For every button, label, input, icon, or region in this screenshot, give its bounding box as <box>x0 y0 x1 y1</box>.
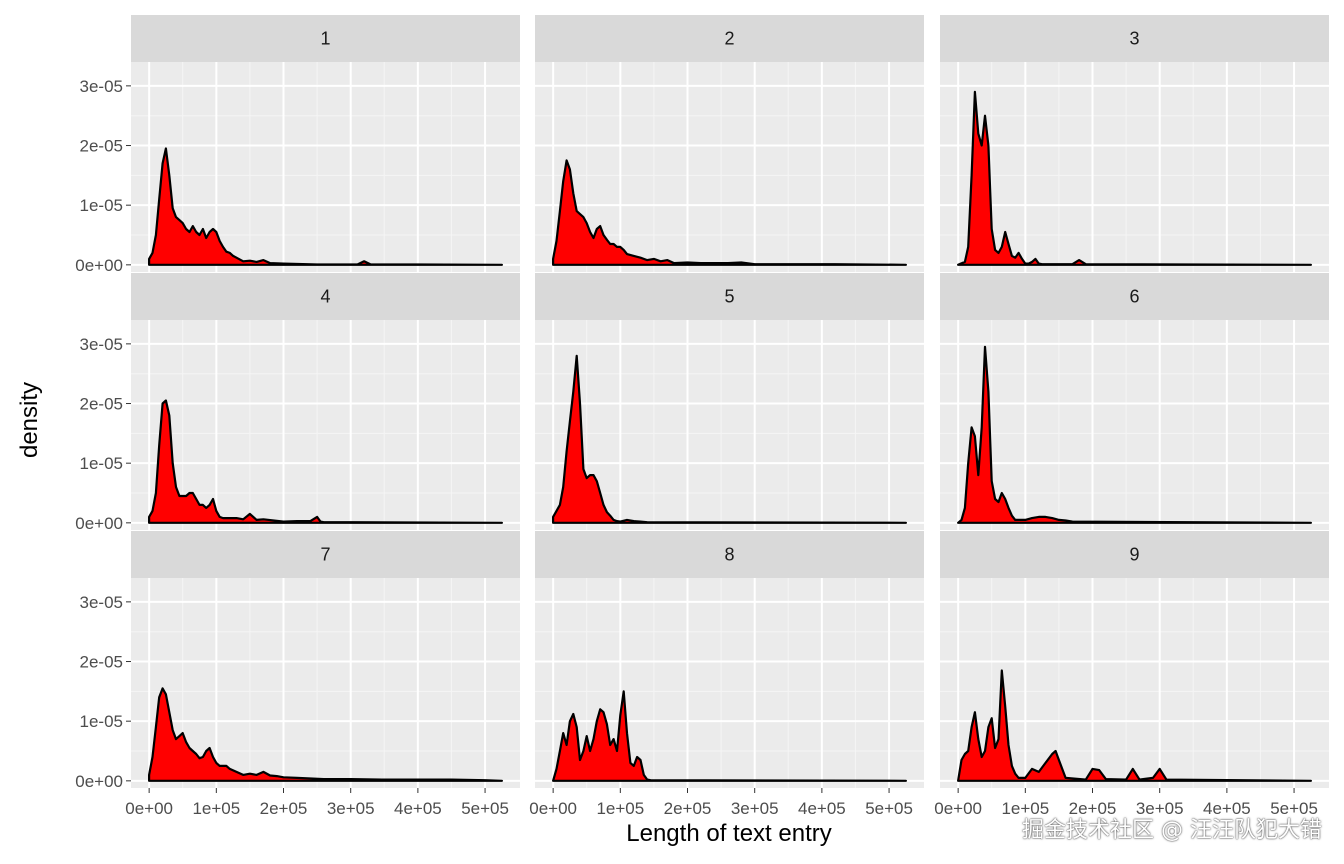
density-area <box>553 691 906 781</box>
density-area <box>149 400 502 523</box>
facet-strip-label: 9 <box>1129 545 1139 565</box>
x-tick-label: 2e+05 <box>664 799 712 818</box>
y-tick-label: 1e-05 <box>80 454 123 473</box>
density-area <box>958 91 1311 265</box>
density-area <box>958 670 1311 781</box>
density-outline <box>148 147 503 266</box>
density-area <box>958 346 1311 523</box>
facet-panels: 1 0e+00 1e-05 2e-05 3e-05 2 3 4 0e+00 1e-05 2e-05 3… <box>75 15 1329 818</box>
facet-strip <box>940 273 1329 320</box>
y-tick-label: 3e-05 <box>80 77 123 96</box>
x-tick-label: 2e+05 <box>1069 799 1117 818</box>
x-tick-label: 0e+00 <box>934 799 982 818</box>
x-axis-title: Length of text entry <box>626 820 831 847</box>
y-tick-label: 3e-05 <box>80 335 123 354</box>
panel-background <box>940 320 1329 530</box>
facet-strip-label: 1 <box>320 29 330 49</box>
panel-background <box>940 62 1329 272</box>
facet-strip-label: 5 <box>724 287 734 307</box>
x-tick-label: 1e+05 <box>1001 799 1049 818</box>
facet-panel-8: 8 0e+00 1e+05 2e+05 3e+05 4e+05 5e+05 <box>529 531 924 818</box>
facet-strip <box>940 15 1329 62</box>
facet-strip <box>131 531 520 578</box>
y-tick-label: 2e-05 <box>80 653 123 672</box>
facet-strip-label: 6 <box>1129 287 1139 307</box>
density-outline <box>957 669 1312 782</box>
density-area <box>149 688 502 781</box>
x-tick-label: 5e+05 <box>865 799 913 818</box>
facet-panel-5: 5 <box>535 273 924 530</box>
density-outline <box>148 687 503 782</box>
facet-strip <box>131 15 520 62</box>
y-tick-label: 1e-05 <box>80 712 123 731</box>
facet-strip <box>131 273 520 320</box>
facet-strip-label: 4 <box>320 287 330 307</box>
facet-strip-label: 2 <box>724 29 734 49</box>
y-tick-label: 1e-05 <box>80 196 123 215</box>
facet-panel-1: 1 0e+00 1e-05 2e-05 3e-05 <box>75 15 520 275</box>
density-outline <box>552 354 907 524</box>
x-tick-label: 3e+05 <box>1136 799 1184 818</box>
x-tick-label: 0e+00 <box>125 799 173 818</box>
x-tick-label: 1e+05 <box>596 799 644 818</box>
y-axis-title: density <box>16 382 43 458</box>
x-tick-label: 3e+05 <box>731 799 779 818</box>
facet-panel-6: 6 <box>940 273 1329 530</box>
density-area <box>149 148 502 265</box>
facet-strip <box>940 531 1329 578</box>
facet-strip-label: 3 <box>1129 29 1139 49</box>
y-tick-label: 0e+00 <box>75 772 123 791</box>
y-tick-label: 2e-05 <box>80 395 123 414</box>
facet-strip <box>535 531 924 578</box>
density-area <box>553 355 906 523</box>
x-tick-label: 5e+05 <box>1270 799 1318 818</box>
facet-strip-label: 7 <box>320 545 330 565</box>
y-tick-label: 0e+00 <box>75 256 123 275</box>
x-tick-label: 1e+05 <box>192 799 240 818</box>
x-tick-label: 5e+05 <box>461 799 509 818</box>
density-area <box>553 160 906 265</box>
watermark-text: 掘金技术社区 @ 汪汪队犯大错 <box>1022 818 1322 843</box>
panel-background <box>131 320 520 530</box>
facet-panel-9: 9 0e+00 1e+05 2e+05 3e+05 4e+05 5e+05 <box>934 531 1329 818</box>
x-tick-label: 4e+05 <box>394 799 442 818</box>
facet-panel-7: 7 0e+00 1e-05 2e-05 3e-05 0e+00 1e+05 2e+05 3e+0… <box>75 531 520 818</box>
facet-strip <box>535 15 924 62</box>
density-outline <box>957 345 1312 524</box>
density-outline <box>552 690 907 782</box>
x-tick-label: 3e+05 <box>327 799 375 818</box>
facet-panel-4: 4 0e+00 1e-05 2e-05 3e-05 <box>75 273 520 533</box>
x-tick-label: 4e+05 <box>798 799 846 818</box>
density-outline <box>957 90 1312 266</box>
density-outline <box>552 159 907 266</box>
facet-strip-label: 8 <box>724 545 734 565</box>
y-tick-label: 0e+00 <box>75 514 123 533</box>
x-tick-label: 2e+05 <box>260 799 308 818</box>
x-tick-label: 4e+05 <box>1203 799 1251 818</box>
facet-panel-3: 3 <box>940 15 1329 272</box>
facet-panel-2: 2 <box>535 15 924 272</box>
y-tick-label: 2e-05 <box>80 137 123 156</box>
y-tick-label: 3e-05 <box>80 593 123 612</box>
facet-strip <box>535 273 924 320</box>
x-tick-label: 0e+00 <box>529 799 577 818</box>
density-outline <box>148 399 503 524</box>
